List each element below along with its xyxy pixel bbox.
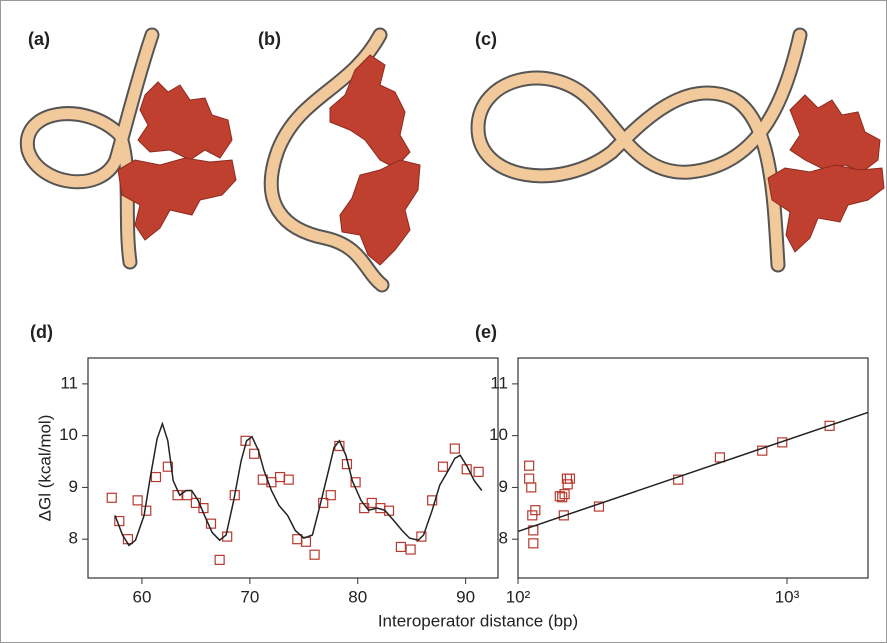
- y-tick-label: 10: [59, 425, 78, 444]
- x-tick-label: 60: [132, 587, 151, 606]
- y-axis-title: ΔGl (kcal/mol): [35, 415, 54, 522]
- x-tick-label: 10²: [506, 587, 531, 606]
- x-axis-title: Interoperator distance (bp): [378, 611, 578, 630]
- chart-title: (e): [475, 322, 497, 342]
- chart-title: (d): [30, 322, 53, 342]
- y-tick-label: 9: [499, 477, 508, 496]
- y-tick-label: 11: [60, 373, 78, 392]
- figure: (a) (b) (c) Interoperator distance (bp) …: [0, 0, 887, 643]
- y-tick-label: 8: [499, 529, 508, 548]
- x-tick-label: 80: [348, 587, 367, 606]
- y-tick-label: 9: [69, 477, 78, 496]
- x-tick-label: 70: [240, 587, 259, 606]
- panel-label: (b): [258, 29, 281, 49]
- y-tick-label: 11: [490, 373, 508, 392]
- panel-label: (c): [475, 29, 497, 49]
- x-tick-label: 10³: [775, 587, 800, 606]
- x-tick-label: 90: [456, 587, 475, 606]
- page: (a) (b) (c) Interoperator distance (bp) …: [0, 0, 887, 643]
- panel-label: (a): [28, 29, 50, 49]
- y-tick-label: 8: [69, 529, 78, 548]
- y-tick-label: 10: [489, 425, 508, 444]
